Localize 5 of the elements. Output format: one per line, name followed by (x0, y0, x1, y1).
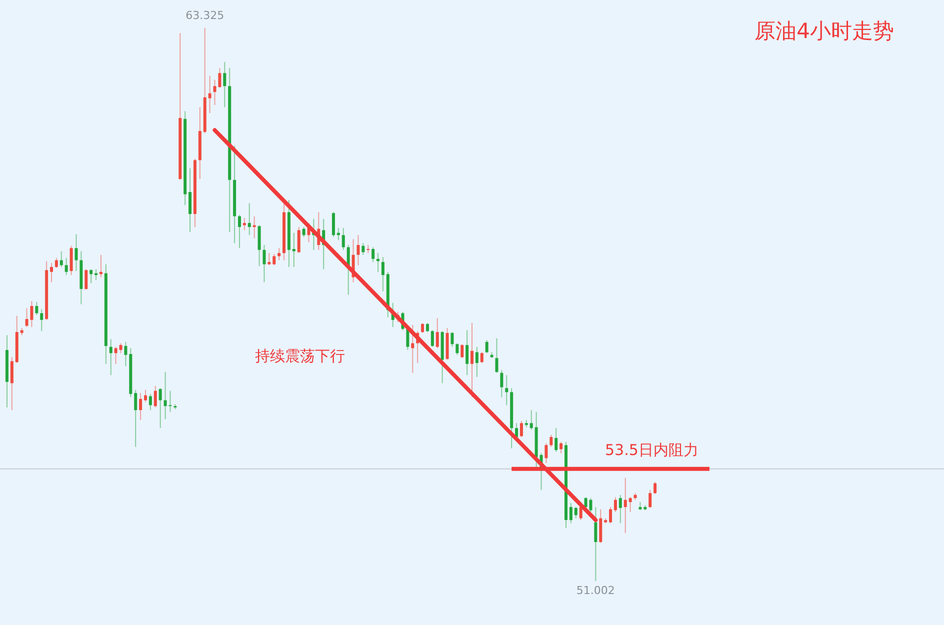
annotation: 持续震荡下行 (255, 347, 345, 365)
annotation: 63.325 (186, 9, 224, 22)
ref-line-label: 53.5日内阻力 (605, 440, 698, 459)
text: 原油4小时走势 (754, 19, 894, 43)
annotation: 51.002 (576, 584, 615, 597)
